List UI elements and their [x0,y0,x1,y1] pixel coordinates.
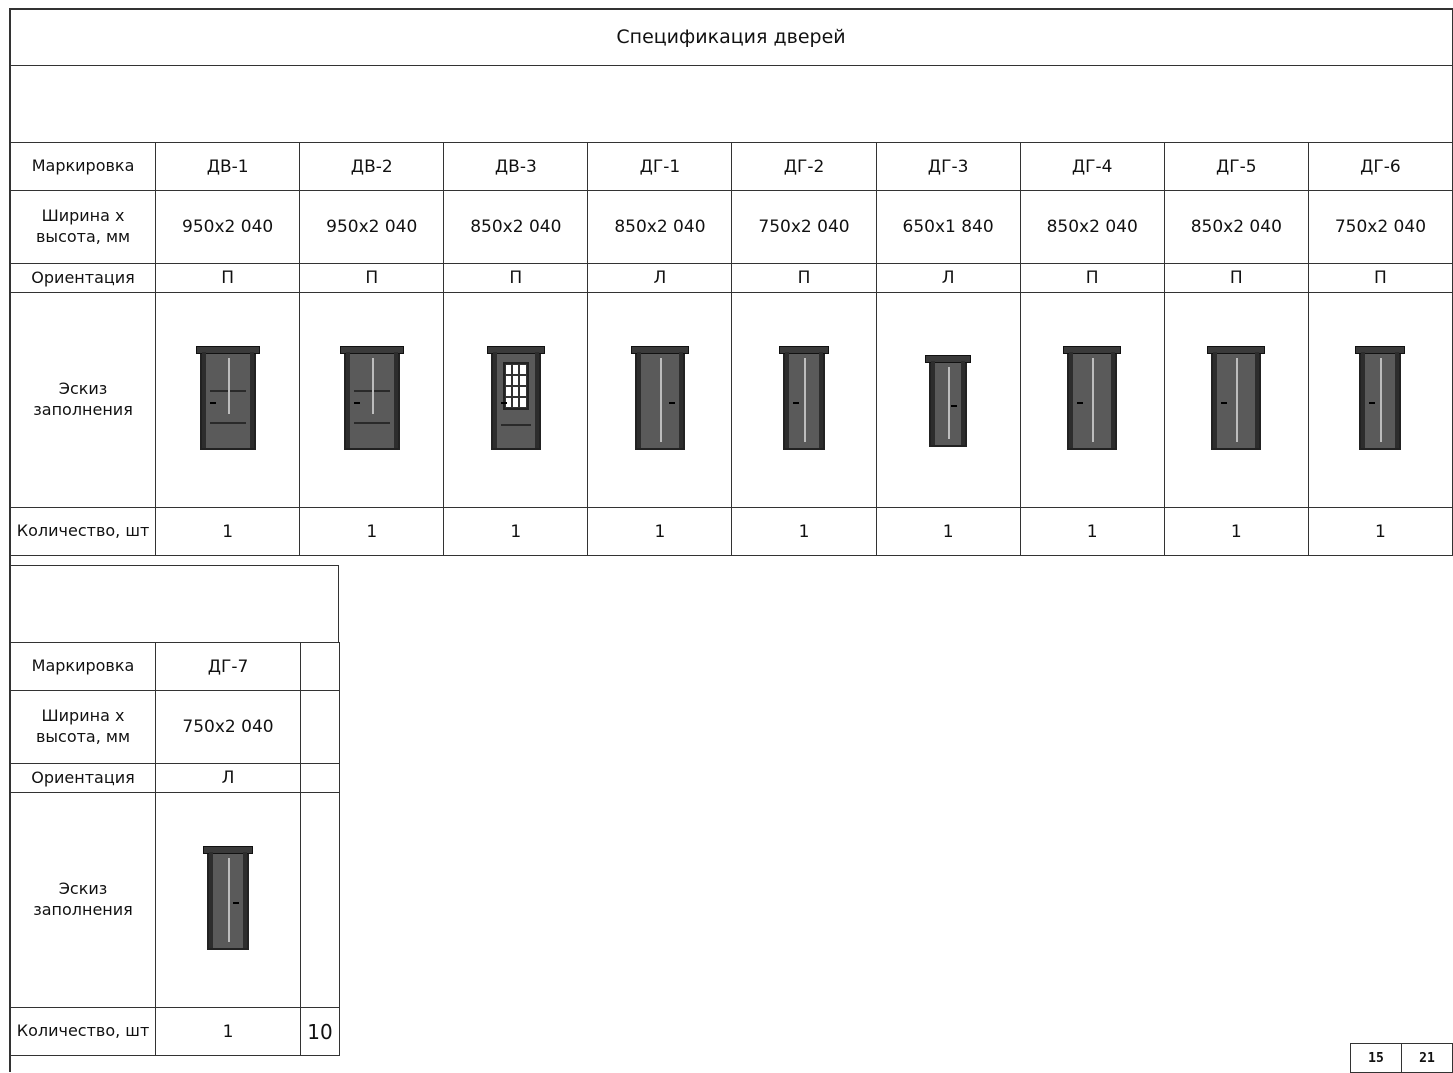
door-size: 750х2 040 [155,690,301,764]
row-label-orientation: Ориентация [10,763,156,793]
door-icon [925,355,972,447]
door-sketch-cell [443,292,589,508]
door-size: 850х2 040 [587,190,733,264]
door-mark: ДГ-5 [1163,142,1309,191]
door-mark: ДВ-3 [443,142,589,191]
door-size: 850х2 040 [1019,190,1165,264]
door-quantity: 1 [1019,507,1165,556]
total-quantity: 10 [300,1007,340,1056]
door-orientation: Л [875,263,1021,293]
door-quantity: 1 [1163,507,1309,556]
door-orientation: П [731,263,877,293]
door-quantity: 1 [443,507,589,556]
door-orientation: Л [587,263,733,293]
door-size: 850х2 040 [1163,190,1309,264]
door-mark: ДГ-4 [1019,142,1165,191]
door-mark: ДГ-1 [587,142,733,191]
door-size: 950х2 040 [299,190,445,264]
spec-title: Спецификация дверей [9,8,1453,66]
door-mark: ДВ-2 [299,142,445,191]
row-label-quantity: Количество, шт [9,507,157,556]
door-sketch-cell [1163,292,1309,508]
empty-cell [300,690,340,764]
door-size: 750х2 040 [731,190,877,264]
door-mark: ДГ-6 [1307,142,1453,191]
empty-cell [300,792,340,1008]
door-size: 850х2 040 [443,190,589,264]
door-size: 950х2 040 [155,190,301,264]
door-sketch [445,346,587,450]
door-spec-table-2: Маркировка ДГ-7 Ширина х высота, мм 750х… [10,642,340,1056]
empty-cell [300,763,340,793]
door-quantity: 1 [155,507,301,556]
door-sketch-cell [155,292,301,508]
empty-cell [300,642,340,691]
door-sketch-cell [1307,292,1453,508]
door-sketch-cell [299,292,445,508]
door-orientation: П [1019,263,1165,293]
door-sketch [157,346,299,450]
row-label-marking: Маркировка [10,642,156,691]
door-quantity: 1 [731,507,877,556]
door-sketch [877,353,1019,447]
door-size: 750х2 040 [1307,190,1453,264]
door-orientation: П [155,263,301,293]
row-label-quantity: Количество, шт [10,1007,156,1056]
door-sketch-cell [587,292,733,508]
page-number-box: 15 [1350,1043,1402,1073]
door-icon [1063,346,1122,450]
door-sketch [1309,346,1451,450]
door-orientation: Л [155,763,301,793]
row-label-orientation: Ориентация [9,263,157,293]
door-sketch-cell [1019,292,1165,508]
door-sketch [733,346,875,450]
door-mark: ДГ-2 [731,142,877,191]
door-icon [203,846,253,950]
door-quantity: 1 [587,507,733,556]
door-orientation: П [1307,263,1453,293]
spec-2-blank-header [9,565,339,643]
total-pages-box: 21 [1401,1043,1453,1073]
door-orientation: П [299,263,445,293]
row-label-size: Ширина х высота, мм [9,190,157,264]
door-orientation: П [1163,263,1309,293]
door-icon [1355,346,1406,450]
door-quantity: 1 [299,507,445,556]
door-icon [486,346,545,450]
door-quantity: 1 [1307,507,1453,556]
door-mark: ДВ-1 [155,142,301,191]
door-quantity: 1 [155,1007,301,1056]
door-spec-table-1: Маркировка ДВ-1 ДВ-2 ДВ-3 ДГ-1 ДГ-2 ДГ-3 ДГ-4 Д… [9,142,1453,556]
door-sketch [157,846,300,950]
door-icon [195,346,260,450]
row-label-sketch: Эскиз заполнения [10,792,156,1008]
door-sketch-cell [875,292,1021,508]
door-mark: ДГ-7 [155,642,301,691]
door-icon [779,346,830,450]
row-label-marking: Маркировка [9,142,157,191]
spec-blank-header [9,65,1453,143]
door-sketch [1165,346,1307,450]
door-icon [1207,346,1266,450]
row-label-sketch: Эскиз заполнения [9,292,157,508]
door-size: 650х1 840 [875,190,1021,264]
door-icon [630,346,689,450]
door-sketch [589,346,731,450]
door-mark: ДГ-3 [875,142,1021,191]
door-icon [339,346,404,450]
row-label-size: Ширина х высота, мм [10,690,156,764]
door-sketch [1021,346,1163,450]
door-sketch-cell [731,292,877,508]
door-orientation: П [443,263,589,293]
door-quantity: 1 [875,507,1021,556]
door-sketch-cell [155,792,301,1008]
door-sketch [301,346,443,450]
